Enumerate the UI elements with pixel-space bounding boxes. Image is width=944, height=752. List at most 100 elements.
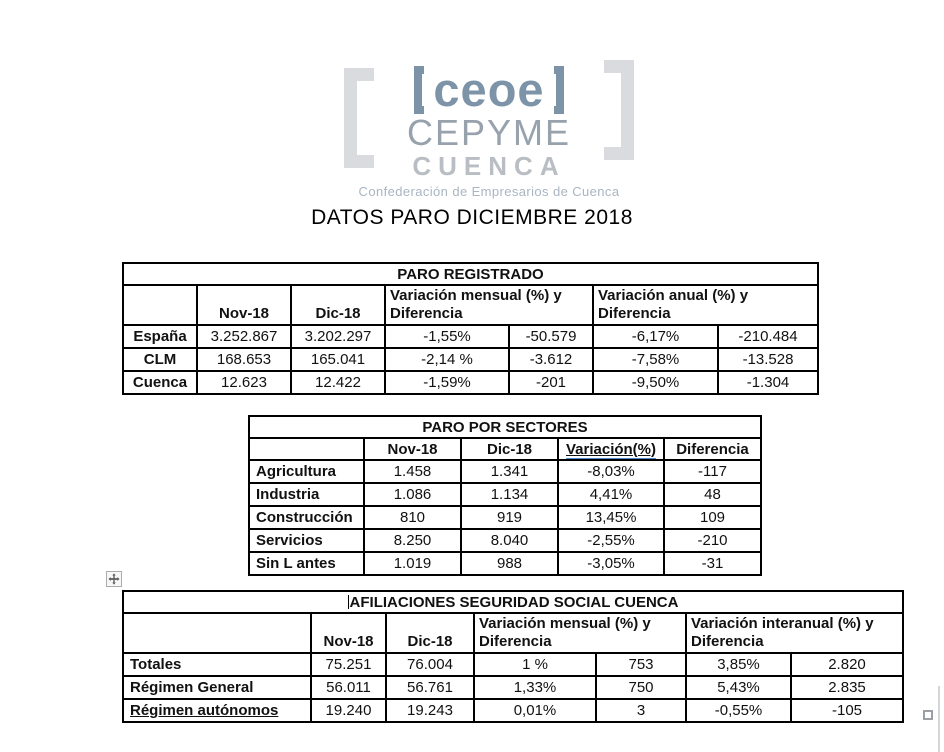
table-cell: 0,01% xyxy=(473,698,597,723)
paro-sectores-table: PARO POR SECTORES Nov-18 Dic-18 Variació… xyxy=(248,415,762,576)
row-label: Totales xyxy=(122,652,312,677)
table-row-regimen-general: Régimen General 56.011 56.761 1,33% 750 … xyxy=(122,675,904,700)
logo-outer-bracket-right-icon xyxy=(604,60,634,160)
table-move-handle-icon[interactable] xyxy=(106,571,122,587)
table-row-servicios: Servicios 8.250 8.040 -2,55% -210 xyxy=(248,528,762,553)
column-header-diferencia: Diferencia xyxy=(663,437,762,461)
table-row-totales: Totales 75.251 76.004 1 % 753 3,85% 2.82… xyxy=(122,652,904,677)
table-row-cuenca: Cuenca 12.623 12.422 -1,59% -201 -9,50% … xyxy=(122,370,819,395)
table-cell: 5,43% xyxy=(685,675,792,700)
column-header-nov: Nov-18 xyxy=(363,437,462,461)
column-header-var-mensual: Variación mensual (%) y Diferencia xyxy=(384,284,594,326)
table-cell: 4,41% xyxy=(557,482,665,507)
table-row-construccion: Construcción 810 919 13,45% 109 xyxy=(248,505,762,530)
table-cell: 3,85% xyxy=(685,652,792,677)
table-cell: 753 xyxy=(595,652,687,677)
column-header-dic: Dic-18 xyxy=(460,437,559,461)
table-cell: 3 xyxy=(595,698,687,723)
table-cell: -50.579 xyxy=(508,324,594,349)
row-label: Sin L antes xyxy=(248,551,365,576)
four-way-arrow-icon xyxy=(108,573,120,585)
column-header-dic: Dic-18 xyxy=(385,612,475,654)
table-header-row: Nov-18 Dic-18 Variación(%) Diferencia xyxy=(248,437,762,461)
table-cell: -117 xyxy=(663,459,762,484)
column-header-nov: Nov-18 xyxy=(310,612,387,654)
variacion-underlined-text: Variación(%) xyxy=(565,440,657,458)
row-label: Servicios xyxy=(248,528,365,553)
row-label: Agricultura xyxy=(248,459,365,484)
table-cell: 3.252.867 xyxy=(196,324,292,349)
row-label: Construcción xyxy=(248,505,365,530)
page-edge-line xyxy=(938,686,940,752)
table-cell: -0,55% xyxy=(685,698,792,723)
table-cell: -13.528 xyxy=(717,347,819,372)
table-cell: 76.004 xyxy=(385,652,475,677)
table-title: PARO REGISTRADO xyxy=(122,262,819,286)
table-cell: 168.653 xyxy=(196,347,292,372)
table-header-row: Nov-18 Dic-18 Variación mensual (%) y Di… xyxy=(122,284,819,326)
column-header-nov: Nov-18 xyxy=(196,284,292,326)
text-caret xyxy=(347,594,349,609)
table-cell: -7,58% xyxy=(592,347,719,372)
table-cell: -1.304 xyxy=(717,370,819,395)
table-cell: 56.011 xyxy=(310,675,387,700)
column-header-dic: Dic-18 xyxy=(290,284,386,326)
table-cell: -6,17% xyxy=(592,324,719,349)
table-cell: 810 xyxy=(363,505,462,530)
ceoe-cepyme-cuenca-logo: ceoe CEPYME CUENCA Confederación de Empr… xyxy=(344,56,634,199)
table-cell: -9,50% xyxy=(592,370,719,395)
table-cell: 988 xyxy=(460,551,559,576)
table-cell: 8.040 xyxy=(460,528,559,553)
table-cell: 2.835 xyxy=(790,675,904,700)
table-title-row: PARO POR SECTORES xyxy=(248,415,762,439)
table-cell: -8,03% xyxy=(557,459,665,484)
table-cell: 750 xyxy=(595,675,687,700)
table-cell: 1.086 xyxy=(363,482,462,507)
table-cell: 75.251 xyxy=(310,652,387,677)
table-cell: -31 xyxy=(663,551,762,576)
row-label: Régimen General xyxy=(122,675,312,700)
table-cell: 12.623 xyxy=(196,370,292,395)
row-label: CLM xyxy=(122,347,198,372)
logo-ceoe-text: ceoe xyxy=(433,62,545,116)
regimen-autonomos-underlined-text: Régimen autónomos xyxy=(130,702,279,719)
row-label: España xyxy=(122,324,198,349)
row-label: Cuenca xyxy=(122,370,198,395)
table-cell: 2.820 xyxy=(790,652,904,677)
row-label: Industria xyxy=(248,482,365,507)
table-row-regimen-autonomos: Régimen autónomos 19.240 19.243 0,01% 3 … xyxy=(122,698,904,723)
column-header-var-interanual: Variación interanual (%) y Diferencia xyxy=(685,612,904,654)
column-header-var-anual: Variación anual (%) y Diferencia xyxy=(592,284,819,326)
table-cell: -105 xyxy=(790,698,904,723)
table-resize-handle[interactable] xyxy=(923,710,933,720)
table-title-row: AFILIACIONES SEGURIDAD SOCIAL CUENCA xyxy=(122,590,904,614)
logo-tagline: Confederación de Empresarios de Cuenca xyxy=(358,184,620,199)
table-cell: 19.240 xyxy=(310,698,387,723)
corner-cell xyxy=(122,284,198,326)
table-cell: -210.484 xyxy=(717,324,819,349)
table-cell: 19.243 xyxy=(385,698,475,723)
table-cell: 1.019 xyxy=(363,551,462,576)
table-cell: -210 xyxy=(663,528,762,553)
row-label: Régimen autónomos xyxy=(122,698,312,723)
table-title-row: PARO REGISTRADO xyxy=(122,262,819,286)
table-title: AFILIACIONES SEGURIDAD SOCIAL CUENCA xyxy=(122,590,904,614)
table-cell: 919 xyxy=(460,505,559,530)
table-cell: -3.612 xyxy=(508,347,594,372)
corner-cell xyxy=(248,437,365,461)
table-cell: -1,55% xyxy=(384,324,510,349)
table-title: PARO POR SECTORES xyxy=(248,415,762,439)
table-row-espana: España 3.252.867 3.202.297 -1,55% -50.57… xyxy=(122,324,819,349)
table-cell: 48 xyxy=(663,482,762,507)
table-row-agricultura: Agricultura 1.458 1.341 -8,03% -117 xyxy=(248,459,762,484)
table-row-industria: Industria 1.086 1.134 4,41% 48 xyxy=(248,482,762,507)
logo-inner-bracket-left-icon xyxy=(413,66,424,114)
table-cell: -1,59% xyxy=(384,370,510,395)
table-cell: -2,55% xyxy=(557,528,665,553)
table-cell: 12.422 xyxy=(290,370,386,395)
table-cell: 8.250 xyxy=(363,528,462,553)
logo-inner-bracket-right-icon xyxy=(554,66,565,114)
afiliaciones-table: AFILIACIONES SEGURIDAD SOCIAL CUENCA Nov… xyxy=(122,590,904,723)
logo-outer-bracket-left-icon xyxy=(344,68,374,168)
